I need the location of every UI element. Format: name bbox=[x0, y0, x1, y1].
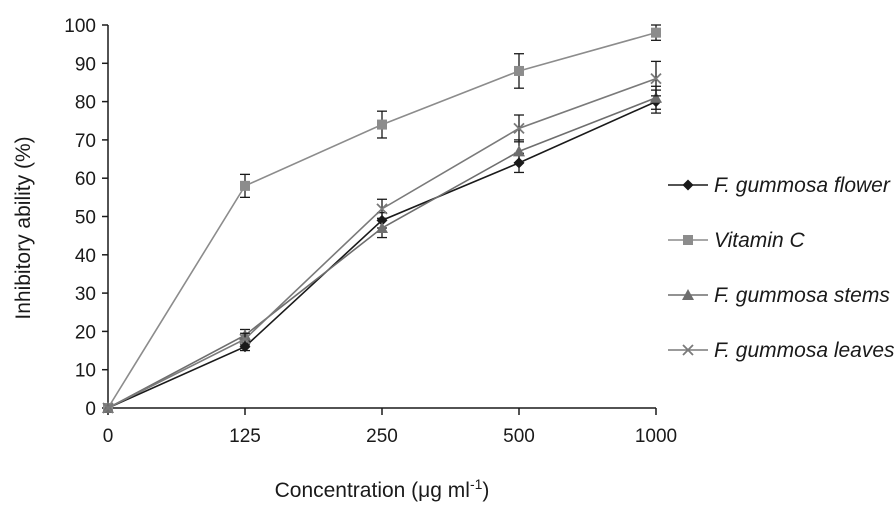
x-tick-label: 125 bbox=[229, 426, 261, 447]
data-point bbox=[102, 402, 114, 414]
data-point bbox=[651, 27, 661, 38]
series-3 bbox=[102, 60, 662, 414]
legend-label: Vitamin C bbox=[714, 229, 805, 252]
x-tick-label: 0 bbox=[103, 426, 114, 447]
y-axis-title: Inhibitory ability (%) bbox=[12, 136, 35, 319]
data-point bbox=[239, 341, 251, 353]
x-tick-label: 500 bbox=[503, 426, 535, 447]
y-tick-label: 60 bbox=[75, 169, 96, 190]
data-point bbox=[240, 180, 250, 191]
y-tick-label: 50 bbox=[75, 208, 96, 229]
x-axis-title-main: Concentration (μg ml bbox=[275, 479, 470, 502]
legend-item: Vitamin C bbox=[668, 229, 805, 252]
data-point bbox=[376, 203, 388, 215]
legend: F. gummosa flower Vitamin C F. gummosa ste… bbox=[668, 174, 894, 362]
y-tick-label: 100 bbox=[64, 16, 96, 37]
legend-item: F. gummosa leaves bbox=[668, 339, 894, 362]
legend-label: F. gummosa leaves bbox=[714, 339, 894, 362]
y-tick-label: 90 bbox=[75, 54, 96, 75]
data-point bbox=[514, 65, 524, 76]
y-tick-label: 0 bbox=[85, 399, 96, 420]
data-point bbox=[650, 91, 662, 103]
legend-marker bbox=[682, 179, 694, 191]
x-axis-title-end: ) bbox=[482, 479, 489, 502]
legend-label: F. gummosa stems bbox=[714, 284, 890, 307]
data-point bbox=[513, 122, 525, 135]
legend-marker bbox=[682, 289, 694, 300]
series-1 bbox=[103, 24, 661, 413]
legend-item: F. gummosa flower bbox=[668, 174, 891, 197]
data-point bbox=[377, 119, 387, 130]
x-ticks: 0 125 250 500 1000 bbox=[103, 408, 677, 447]
series-layer bbox=[102, 24, 662, 414]
series-2 bbox=[102, 85, 662, 413]
y-ticks: 0 10 20 30 40 50 60 70 80 90 100 bbox=[64, 16, 108, 420]
y-tick-label: 40 bbox=[75, 246, 96, 267]
y-tick-label: 20 bbox=[75, 322, 96, 343]
y-tick-label: 70 bbox=[75, 131, 96, 152]
y-tick-label: 80 bbox=[75, 93, 96, 114]
x-axis-title-sup: -1 bbox=[470, 476, 483, 492]
data-point bbox=[376, 221, 388, 233]
series-line bbox=[107, 97, 657, 409]
y-tick-label: 30 bbox=[75, 284, 96, 305]
legend-marker bbox=[682, 344, 694, 356]
y-tick-label: 10 bbox=[75, 361, 96, 382]
x-tick-label: 1000 bbox=[635, 426, 677, 447]
legend-label: F. gummosa flower bbox=[714, 174, 891, 197]
data-point bbox=[650, 72, 662, 85]
x-tick-label: 250 bbox=[366, 426, 398, 447]
legend-marker bbox=[683, 235, 693, 245]
x-axis-title: Concentration (μg ml-1) bbox=[275, 476, 490, 502]
data-point bbox=[513, 145, 525, 157]
data-point bbox=[239, 333, 251, 345]
series-line bbox=[107, 100, 657, 409]
legend-item: F. gummosa stems bbox=[668, 284, 890, 307]
